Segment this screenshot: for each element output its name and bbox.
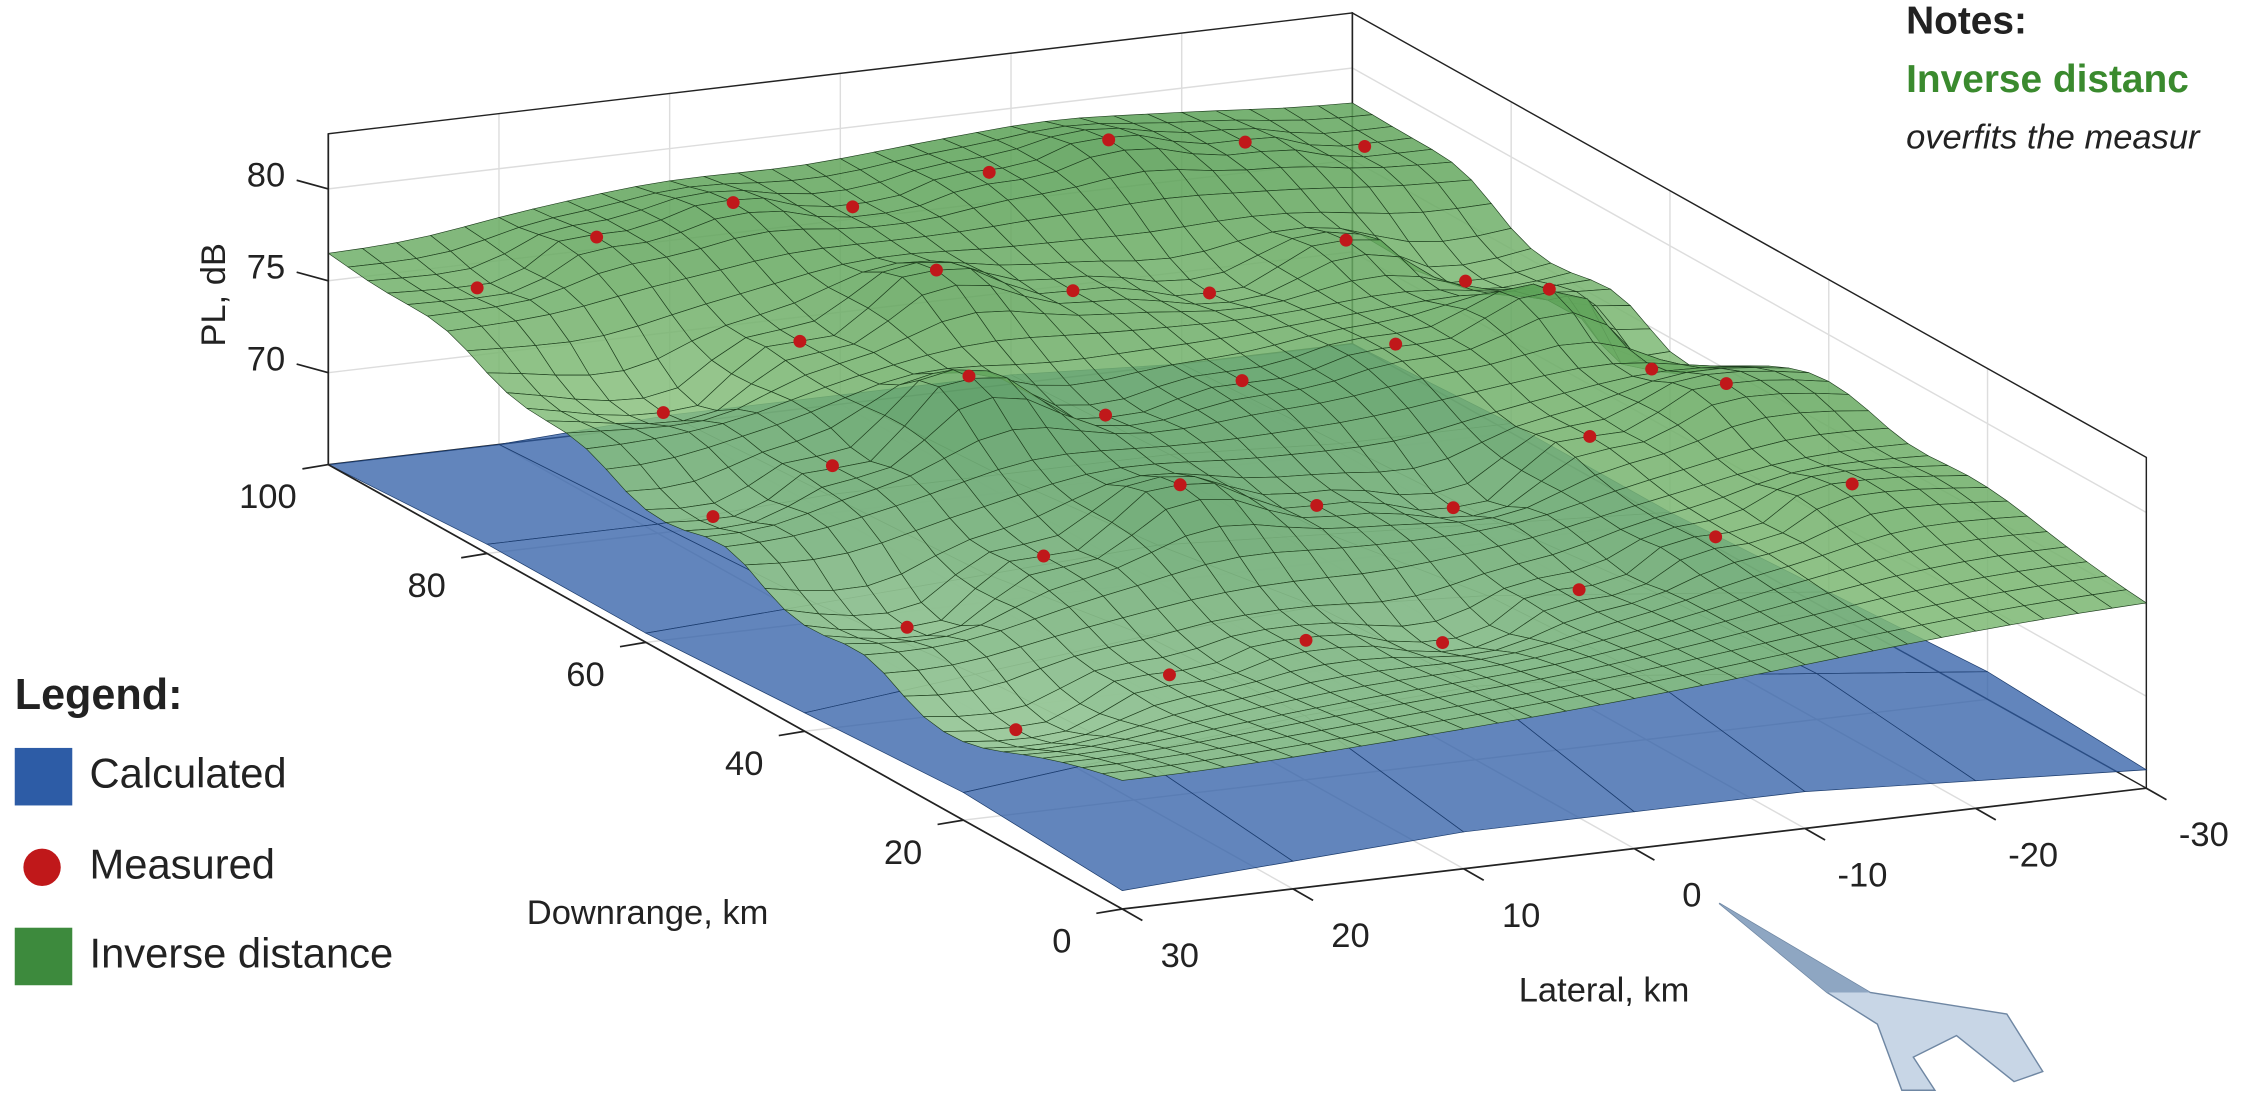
x-tick-label: 10: [1502, 897, 1540, 935]
y-tick-label: 80: [407, 567, 445, 605]
measured-point: [1645, 363, 1658, 376]
y-tick-label: 40: [725, 745, 763, 783]
x-tick: [1464, 869, 1484, 881]
note: Inverse distanc: [1906, 58, 2189, 101]
measured-point: [590, 231, 603, 244]
measured-point: [1102, 133, 1115, 146]
measured-point: [901, 621, 914, 634]
y-tick: [1096, 909, 1122, 913]
measured-point: [1239, 136, 1252, 149]
x-tick: [1293, 889, 1313, 901]
measured-point: [1436, 636, 1449, 649]
z-tick-label: 70: [247, 340, 285, 378]
z-tick: [297, 180, 329, 189]
x-tick: [1805, 828, 1825, 840]
x-tick: [1976, 808, 1996, 820]
z-axis-label: PL, dB: [195, 243, 233, 347]
measured-point: [1310, 499, 1323, 512]
x-tick-label: -30: [2179, 816, 2229, 854]
z-tick-label: 80: [247, 157, 285, 195]
x-tick: [1122, 909, 1142, 921]
x-tick: [1634, 849, 1654, 861]
measured-point: [846, 200, 859, 213]
measured-point: [1340, 234, 1353, 247]
measured-point: [706, 510, 719, 523]
measured-point: [1163, 668, 1176, 681]
surfaces: [328, 103, 2146, 891]
y-tick: [938, 820, 964, 824]
z-tick: [297, 272, 329, 281]
measured-point: [1583, 430, 1596, 443]
measured-point: [1720, 377, 1733, 390]
x-axis-label: Lateral, km: [1519, 972, 1690, 1010]
legend-label: Calculated: [90, 750, 287, 797]
y-tick: [779, 731, 805, 735]
measured-point: [1300, 634, 1313, 647]
measured-point: [1573, 583, 1586, 596]
notes-title: Notes:: [1906, 0, 2027, 42]
x-tick-label: -10: [1838, 856, 1888, 894]
measured-point: [1447, 501, 1460, 514]
measured-point: [1543, 283, 1556, 296]
measured-point: [826, 459, 839, 472]
y-tick-label: 20: [884, 834, 922, 872]
note: overfits the measur: [1906, 119, 2201, 157]
measured-point: [1099, 409, 1112, 422]
measured-point: [1236, 374, 1249, 387]
y-axis-label: Downrange, km: [527, 894, 769, 932]
legend-swatch: [15, 928, 73, 986]
measured-point: [1709, 530, 1722, 543]
measured-point: [1846, 478, 1859, 491]
aircraft-illustration: [1719, 903, 2043, 1090]
measured-point: [1009, 723, 1022, 736]
chart: 3020100-10-20-30020406080100707580Calcul…: [0, 0, 2256, 1096]
x-tick: [2146, 788, 2166, 800]
x-tick-label: 0: [1682, 877, 1701, 915]
measured-point: [1358, 140, 1371, 153]
x-tick-label: 20: [1331, 917, 1369, 955]
legend-swatch: [15, 748, 73, 806]
measured-point: [1389, 338, 1402, 351]
measured-point: [471, 281, 484, 294]
measured-point: [727, 196, 740, 209]
measured-point: [1037, 550, 1050, 563]
y-tick: [302, 465, 328, 469]
measured-point: [657, 406, 670, 419]
z-tick: [297, 364, 329, 373]
measured-point: [1174, 478, 1187, 491]
measured-point: [963, 370, 976, 383]
measured-point: [793, 335, 806, 348]
y-tick: [461, 553, 487, 557]
y-tick: [620, 642, 646, 646]
x-tick-label: -20: [2008, 836, 2058, 874]
measured-point: [1203, 287, 1216, 300]
legend-title: Legend:: [15, 671, 183, 719]
y-tick-label: 100: [239, 478, 297, 516]
measured-point: [930, 264, 943, 277]
legend-label: Inverse distance: [90, 929, 394, 976]
y-tick-label: 60: [566, 656, 604, 694]
measured-point: [983, 166, 996, 179]
legend-label: Measured: [90, 840, 275, 887]
z-tick-label: 75: [247, 248, 285, 286]
legend-swatch: [23, 849, 60, 886]
measured-point: [1066, 284, 1079, 297]
x-tick-label: 30: [1161, 937, 1199, 975]
page: 3020100-10-20-30020406080100707580Calcul…: [0, 0, 2256, 1096]
measured-point: [1459, 275, 1472, 288]
y-tick-label: 0: [1052, 923, 1071, 961]
